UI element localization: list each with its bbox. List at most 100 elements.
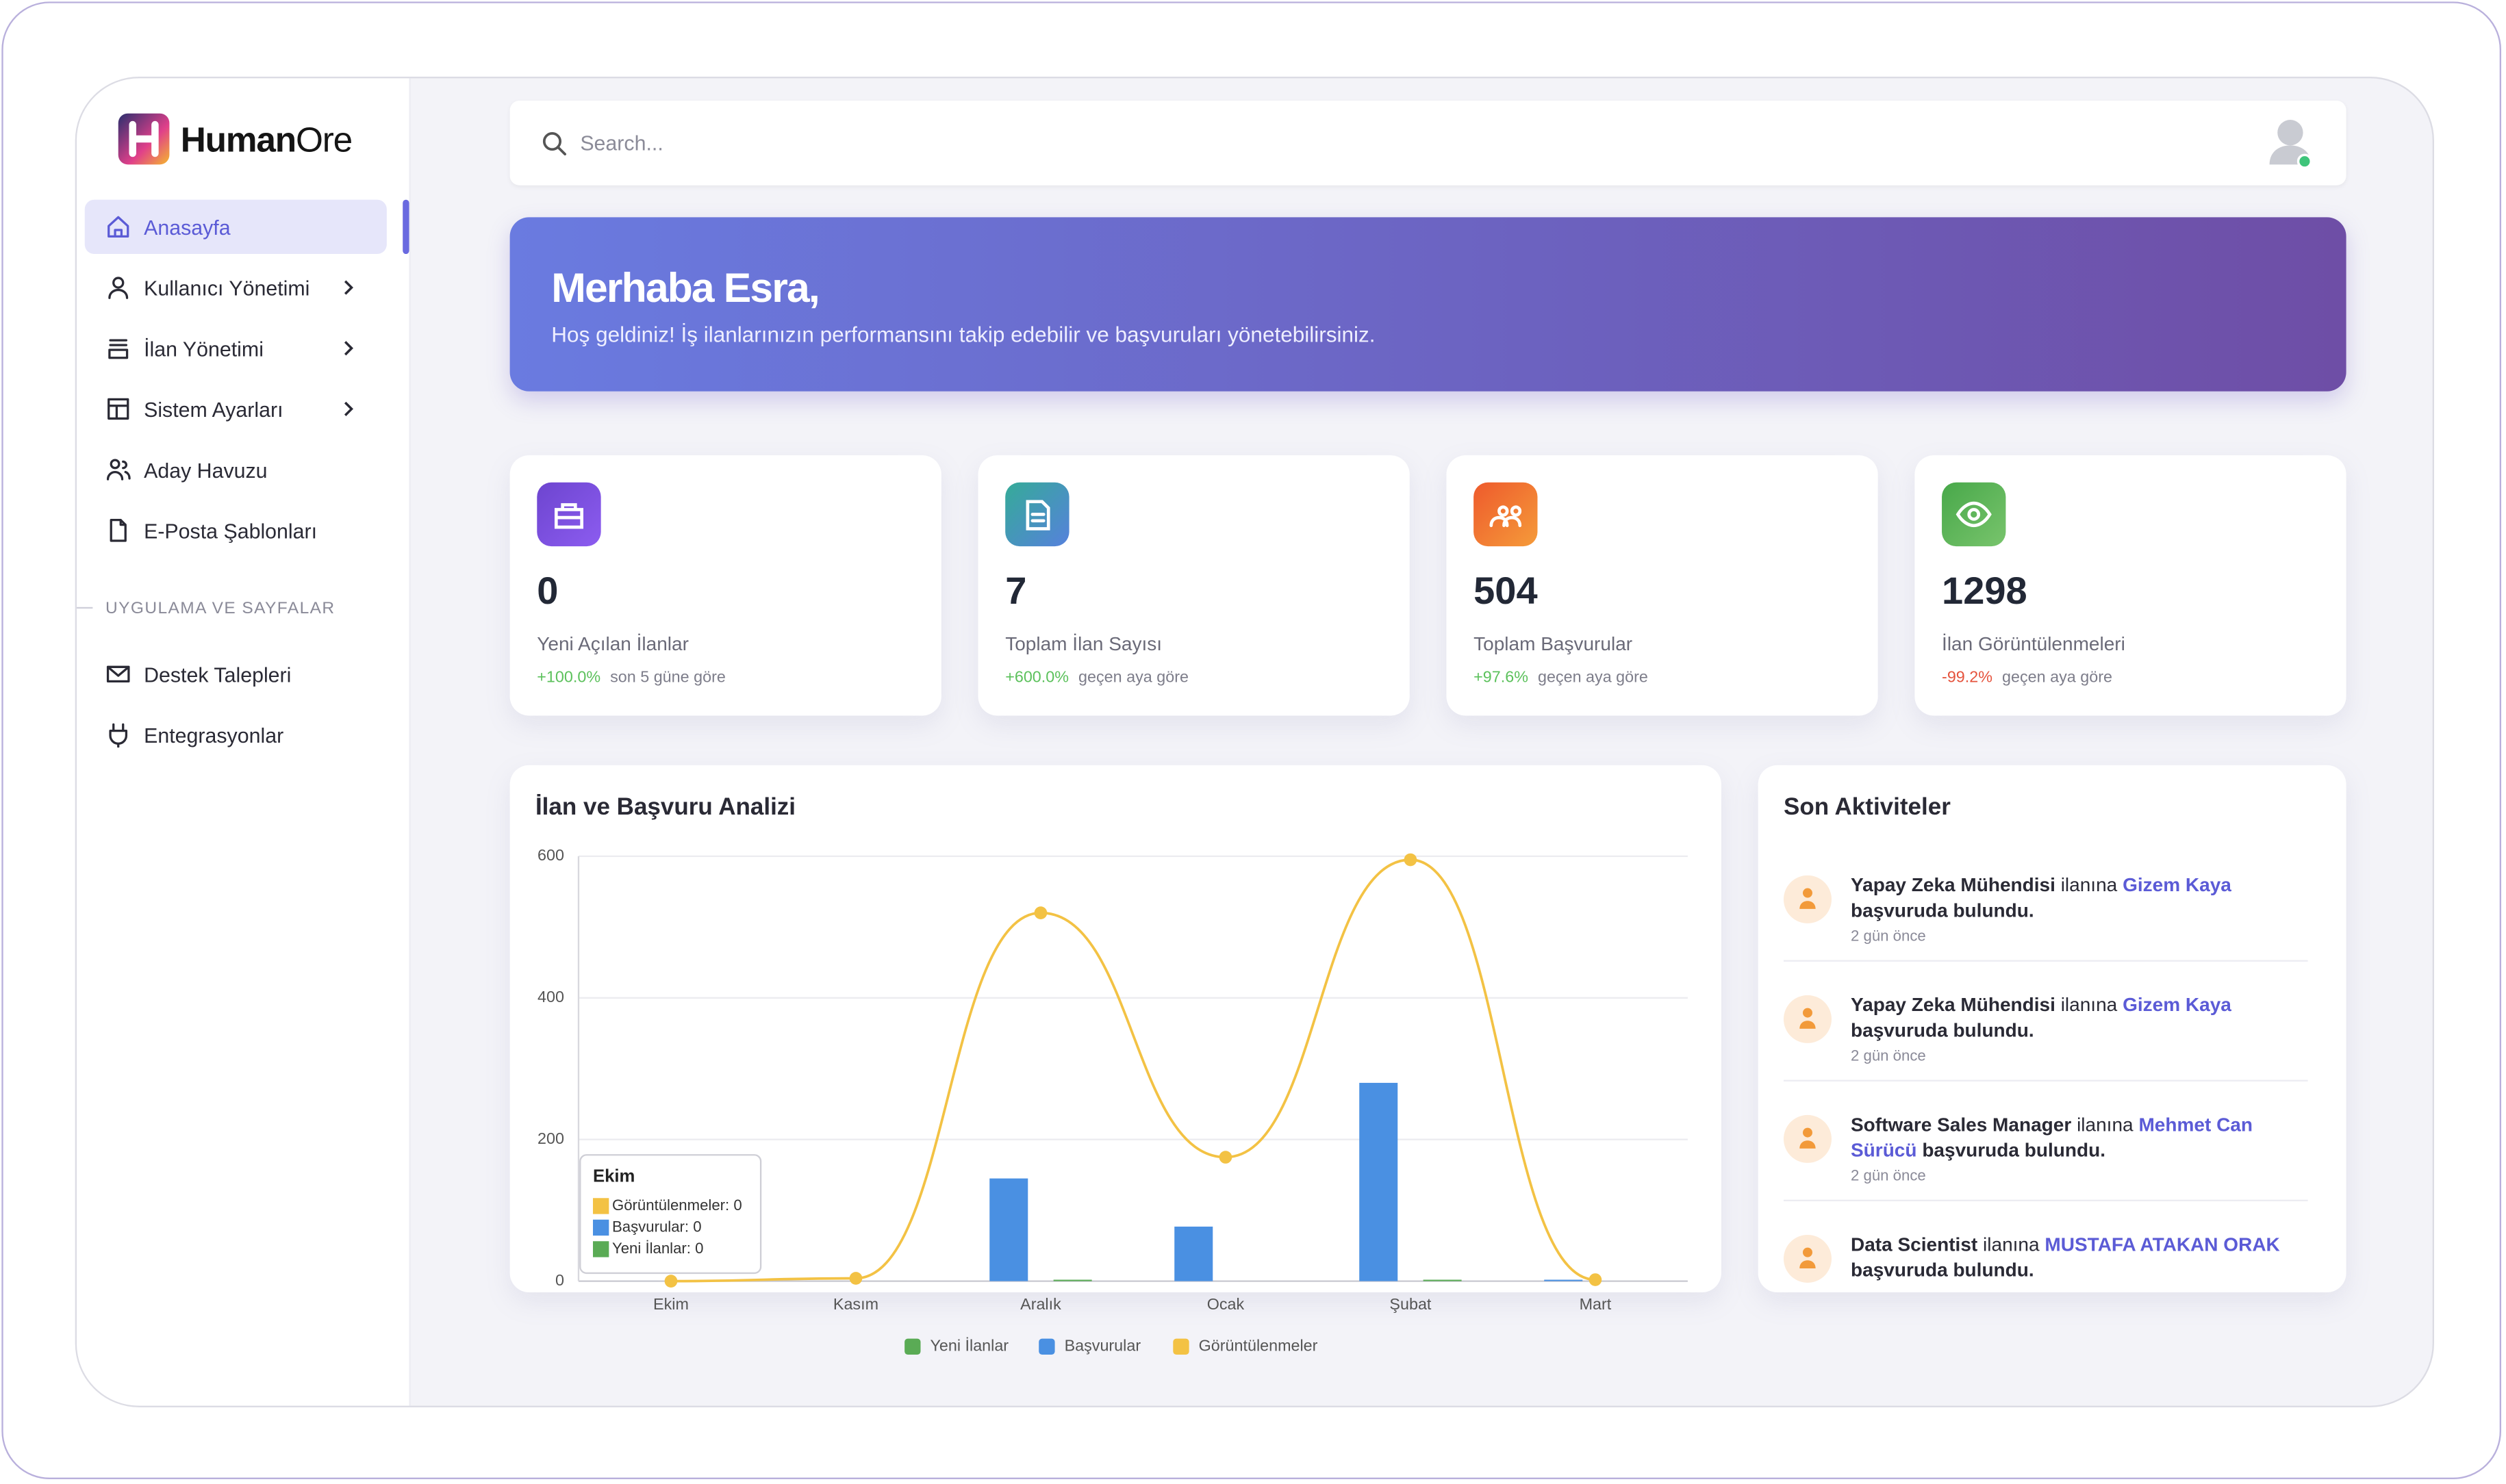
menu-icon [110,518,127,542]
stat-change-value: -99.2% [1942,669,1993,687]
stat-glyph [1956,501,1992,528]
menu-label: Sistem Ayarları [144,396,283,421]
menu-item[interactable]: Anasayfa [84,199,387,255]
activity-text: Yapay Zeka Mühendisi ilanına Gizem Kaya … [1851,872,2301,923]
menu-item[interactable]: Destek Talepleri [85,647,387,701]
tooltip-title: Ekim [593,1167,635,1186]
section-label: UYGULAMA VE SAYFALAR [105,599,336,619]
chevron-path [344,341,353,356]
activity-job: Yapay Zeka Mühendisi [1851,993,2055,1016]
activity-item: Yapay Zeka Mühendisi ilanına Gizem Kaya … [1783,992,2311,1088]
tooltip-swatch [592,1219,609,1236]
menu-label: Destek Talepleri [144,662,292,687]
stat-label: Yeni Açılan İlanlar [537,632,689,655]
activity-name: Gizem Kaya [2123,993,2231,1016]
menu-label: Anasayfa [144,214,231,239]
stat-label: Toplam İlan Sayısı [1005,632,1163,655]
logo-light: Ore [295,120,353,160]
activity-text: Yapay Zeka Mühendisi ilanına Gizem Kaya … [1851,992,2301,1043]
stat-glyph-path [1956,501,1992,528]
menu-item[interactable]: İlan Yönetimi [85,321,387,375]
stat-change: +600.0% geçen aya göre [1005,669,1189,687]
menu-item[interactable]: E-Posta Şablonları [85,503,387,557]
y-tick-label: 0 [555,1271,564,1289]
activity-action: başvuruda bulundu. [1922,1138,2105,1162]
search-bar[interactable]: Search... [509,101,2346,186]
activity-action: başvuruda bulundu. [1851,899,2034,922]
activity-job: Software Sales Manager [1851,1113,2072,1136]
legend-label: Görüntülenmeler [1199,1336,1318,1354]
menu-item[interactable]: Entegrasyonlar [85,708,387,762]
stat-glyph [1489,505,1522,528]
stat-period: son 5 güne göre [610,669,726,687]
avatar-glyph [1799,1247,1816,1268]
menu-label: E-Posta Şablonları [144,518,318,543]
tooltip-swatch [592,1198,609,1214]
tooltip-item: Başvurular: 0 [612,1218,702,1235]
stat-glyph [554,503,583,529]
line-point [1589,1273,1602,1286]
icon-path [108,277,129,299]
menu-item[interactable]: Aday Havuzu [85,442,387,496]
stat-icon [1473,482,1538,547]
search-icon [542,131,567,156]
stat-change-value: +97.6% [1473,669,1528,687]
app-window: HumanOre UYGULAMA VE SAYFALAR Anasayfa Ku… [75,77,2434,1407]
stat-glyph-path [1026,500,1050,530]
activity-item: Data Scientist ilanına MUSTAFA ATAKAN OR… [1783,1231,2311,1292]
menu-icon [109,723,128,748]
y-tick-label: 200 [537,1129,564,1147]
chart-title: İlan ve Başvuru Analizi [535,793,796,821]
activity-connector: ilanına [2060,873,2118,897]
activity-name: Gizem Kaya [2123,873,2231,897]
icon-path [106,665,130,682]
stat-period: geçen aya göre [1537,669,1648,687]
logo-glyph [129,120,159,157]
menu-item[interactable]: Kullanıcı Yönetimi [85,260,387,314]
stat-value: 504 [1473,570,1538,614]
banner-title: Merhaba Esra, [551,264,820,312]
activity-name: Mehmet Can Sürücü [1851,1113,2253,1162]
activity-time: 2 gün önce [1851,928,1926,946]
activity-job: Yapay Zeka Mühendisi [1851,873,2055,897]
icon-path [109,723,128,748]
banner-subtitle: Hoş geldiniz! İş ilanlarınızın performan… [551,322,1376,347]
activity-avatar [1783,1234,1832,1283]
activity-action: başvuruda bulundu. [1851,1019,2034,1042]
activity-separator [1783,1199,2308,1201]
icon-path [110,518,127,542]
stat-icon [1942,482,2006,547]
avatar-path [1799,1247,1816,1268]
activity-time: 2 gün önce [1851,1047,1926,1066]
activity-connector: ilanına [2077,1113,2134,1136]
active-indicator [403,199,409,255]
logo-bold: Human [180,120,296,160]
line-point [849,1272,863,1285]
stat-change-value: +100.0% [537,669,601,687]
legend-swatch [904,1338,921,1355]
user-avatar[interactable] [2266,116,2318,170]
y-tick-label: 400 [537,988,564,1006]
activity-card: Son Aktiviteler Yapay Zeka Mühendisi ila… [1758,765,2346,1292]
bar [1174,1226,1213,1281]
bar [1053,1279,1092,1281]
chevron-path [344,280,353,295]
stat-icon [1005,482,1070,547]
activity-action: başvuruda bulundu. [1851,1258,2034,1281]
stat-card: 0 Yeni Açılan İlanlar +100.0% son 5 güne gö… [509,455,941,716]
icon-path [107,216,129,238]
line-point [664,1275,678,1288]
line-point [1034,906,1048,919]
avatar-glyph [1799,888,1816,909]
menu-label: Aday Havuzu [144,457,268,482]
menu-item[interactable]: Sistem Ayarları [85,382,387,436]
bar [1359,1082,1398,1281]
logo-text: HumanOre [180,120,353,162]
chevron-path [344,401,353,416]
avatar-path [1799,1127,1816,1149]
legend-swatch [1173,1338,1189,1355]
activity-avatar [1783,1114,1832,1163]
stat-glyph [1026,500,1050,530]
x-tick-label: Ocak [1207,1295,1245,1313]
